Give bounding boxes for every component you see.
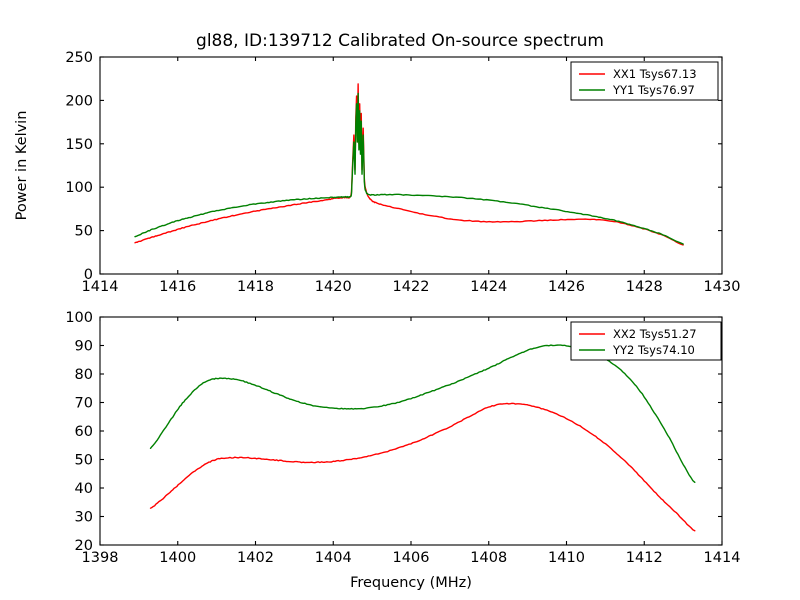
data-series-line [149,402,696,532]
x-tick-label: 1408 [470,550,507,566]
x-tick-label: 1426 [548,279,585,295]
y-tick-label: 50 [75,224,93,240]
y-tick-label: 70 [75,396,93,412]
y-tick-label: 60 [75,424,93,440]
bottom-panel: 1398 1400 1402 1404 1406 1408 1410 1412 1414 20 30… [65,310,740,591]
x-tick-label: 1420 [315,279,352,295]
y-tick-label: 90 [75,339,93,355]
y-tick-label: 50 [75,453,93,469]
y-tick-label: 150 [65,137,93,153]
data-series-line [149,344,696,483]
legend-entry-label: XX2 Tsys51.27 [613,327,697,341]
x-tick-label: 1412 [626,550,663,566]
y-tick-label: 40 [75,481,93,497]
x-tick-label: 1410 [548,550,585,566]
x-tick-label: 1424 [470,279,507,295]
x-tick-label: 1414 [82,279,119,295]
y-tick-label: 0 [84,267,93,283]
x-tick-label: 1398 [82,550,119,566]
y-axis-label: Power in Kelvin [14,111,30,221]
x-tick-label: 1418 [237,279,274,295]
x-tick-label: 1416 [159,279,196,295]
x-tick-label: 1430 [704,279,741,295]
data-series-line [134,83,684,246]
x-tick-label: 1400 [159,550,196,566]
x-tick-label: 1422 [393,279,430,295]
y-tick-label: 30 [75,510,93,526]
legend-box [570,61,719,101]
top-panel: 1414 1416 1418 1420 1422 1424 1426 1428 1430 0 50 1… [14,50,740,295]
legend-entry-label: YY2 Tsys74.10 [612,343,695,357]
y-tick-label: 100 [65,310,93,326]
x-tick-label: 1402 [237,550,274,566]
legend: XX2 Tsys51.27 YY2 Tsys74.10 [570,321,722,361]
y-tick-label: 80 [75,367,93,383]
y-tick-label: 200 [65,93,93,109]
x-tick-label: 1406 [393,550,430,566]
page-title: gl88, ID:139712 Calibrated On-source spe… [196,31,604,51]
x-axis-label: Frequency (MHz) [350,575,472,591]
x-tick-label: 1414 [704,550,741,566]
y-tick-label: 250 [65,50,93,66]
y-tick-label: 100 [65,180,93,196]
y-tick-label: 20 [75,538,93,554]
data-series-line [134,92,684,245]
legend-entry-label: YY1 Tsys76.97 [612,83,695,97]
x-tick-label: 1428 [626,279,663,295]
legend-entry-label: XX1 Tsys67.13 [613,67,697,81]
legend-box [570,321,722,361]
legend: XX1 Tsys67.13 YY1 Tsys76.97 [570,61,719,101]
x-tick-label: 1404 [315,550,352,566]
